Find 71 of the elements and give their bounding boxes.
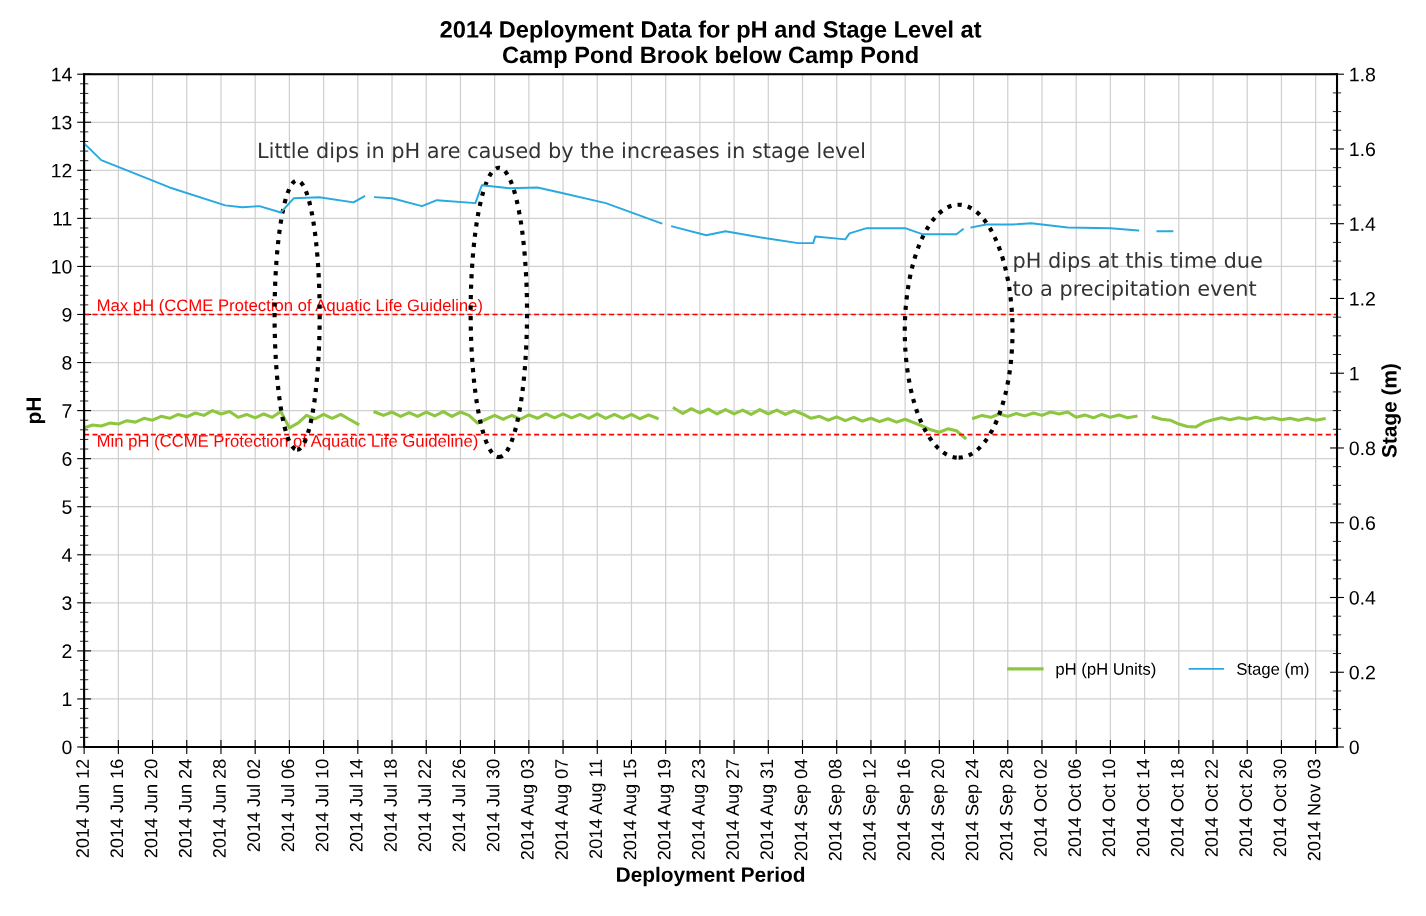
y-tick-label: 9 <box>62 307 72 322</box>
y2-tick-label: 0.4 <box>1349 590 1376 605</box>
y-tick-label: 0 <box>62 740 72 755</box>
y-tick-label: 8 <box>62 356 72 370</box>
x-tick-label: 2014 Jun 16 <box>110 759 124 858</box>
y2-tick-label: 1.4 <box>1350 217 1376 231</box>
y-tick-label: 1 <box>63 692 72 706</box>
x-tick-label: 2014 Aug 11 <box>589 759 606 858</box>
x-tick-label: 2014 Aug 19 <box>657 759 675 860</box>
ref-line-label: Max pH (CCME Protection of Aquatic Life Guideline) <box>98 298 482 315</box>
y-tick-label: 6 <box>62 452 72 466</box>
x-tick-label: 2014 Oct 18 <box>1170 759 1184 857</box>
y-tick-label: 11 <box>53 212 72 226</box>
x-tick-label: 2014 Sep 16 <box>897 759 914 861</box>
x-tick-label: 2014 Sep 24 <box>965 759 982 861</box>
x-tick-label: 2014 Jul 14 <box>349 759 363 852</box>
x-tick-label: 2014 Sep 04 <box>794 759 811 861</box>
legend-label: pH (pH Units) <box>1056 662 1156 679</box>
x-tick-label: 2014 Jun 24 <box>178 759 192 858</box>
x-tick-label: 2014 Jun 20 <box>144 759 158 858</box>
y-tick-label: 7 <box>62 404 72 418</box>
x-tick-label: 2014 Oct 02 <box>1034 759 1047 857</box>
y2-axis-title: Stage (m) <box>1381 364 1401 458</box>
y2-tick-label: 1 <box>1350 366 1359 381</box>
y2-tick-label: 1.8 <box>1350 67 1376 82</box>
y2-tick-label: 1.2 <box>1350 291 1375 306</box>
y-tick-label: 3 <box>62 596 72 611</box>
x-tick-label: 2014 Jul 18 <box>383 759 397 852</box>
x-tick-label: 2014 Jul 06 <box>280 759 295 852</box>
x-tick-label: 2014 Nov 03 <box>1307 759 1321 861</box>
x-tick-label: 2014 Oct 26 <box>1239 759 1253 857</box>
chart-title: 2014 Deployment Data for pH and Stage Level at Camp Pond Brook below Camp Pond <box>440 20 982 68</box>
x-axis-title: Deployment Period <box>617 866 805 887</box>
y-tick-label: 13 <box>52 115 72 130</box>
x-tick-label: 2014 Oct 10 <box>1102 759 1116 857</box>
x-tick-label: 2014 Aug 03 <box>520 759 538 860</box>
y2-tick-label: 0 <box>1349 740 1359 755</box>
x-tick-label: 2014 Jul 22 <box>417 759 432 852</box>
x-tick-label: 2014 Jul 02 <box>246 759 261 852</box>
annotation: pH dips at this time due to a precipitation event <box>1013 251 1262 301</box>
x-tick-label: 2014 Sep 12 <box>862 759 880 861</box>
y-axis-title: pH <box>26 398 46 424</box>
x-tick-label: 2014 Sep 08 <box>828 759 846 861</box>
x-tick-label: 2014 Jun 12 <box>76 759 89 858</box>
x-tick-label: 2014 Oct 30 <box>1273 759 1287 857</box>
x-tick-label: 2014 Aug 23 <box>691 759 709 860</box>
x-tick-label: 2014 Oct 22 <box>1205 759 1218 857</box>
x-tick-label: 2014 Aug 15 <box>623 759 640 860</box>
y-tick-label: 5 <box>62 500 72 514</box>
y-tick-label: 12 <box>52 163 72 178</box>
x-tick-label: 2014 Aug 27 <box>726 759 743 860</box>
y2-tick-label: 1.6 <box>1350 142 1375 157</box>
y2-tick-label: 0.6 <box>1349 516 1375 530</box>
x-tick-label: 2014 Jul 10 <box>315 759 329 852</box>
x-tick-label: 2014 Aug 31 <box>760 759 777 860</box>
x-tick-label: 2014 Jul 26 <box>452 759 466 852</box>
x-tick-label: 2014 Aug 07 <box>555 759 572 860</box>
y2-tick-label: 0.8 <box>1349 441 1376 456</box>
legend-label: Stage (m) <box>1237 662 1309 679</box>
y2-tick-label: 0.2 <box>1349 665 1375 680</box>
x-tick-label: 2014 Jul 30 <box>486 759 500 852</box>
annotation: Little dips in pH are caused by the increases in stage level <box>259 142 864 163</box>
y-tick-label: 10 <box>52 259 72 274</box>
x-tick-label: 2014 Oct 14 <box>1136 759 1150 857</box>
x-tick-label: 2014 Jun 28 <box>213 759 226 858</box>
y-tick-label: 4 <box>61 548 72 562</box>
x-tick-label: 2014 Oct 06 <box>1068 759 1082 857</box>
y-tick-label: 14 <box>52 67 72 82</box>
x-tick-label: 2014 Sep 20 <box>931 759 948 861</box>
x-tick-label: 2014 Sep 28 <box>999 759 1017 861</box>
y-tick-label: 2 <box>62 644 72 658</box>
